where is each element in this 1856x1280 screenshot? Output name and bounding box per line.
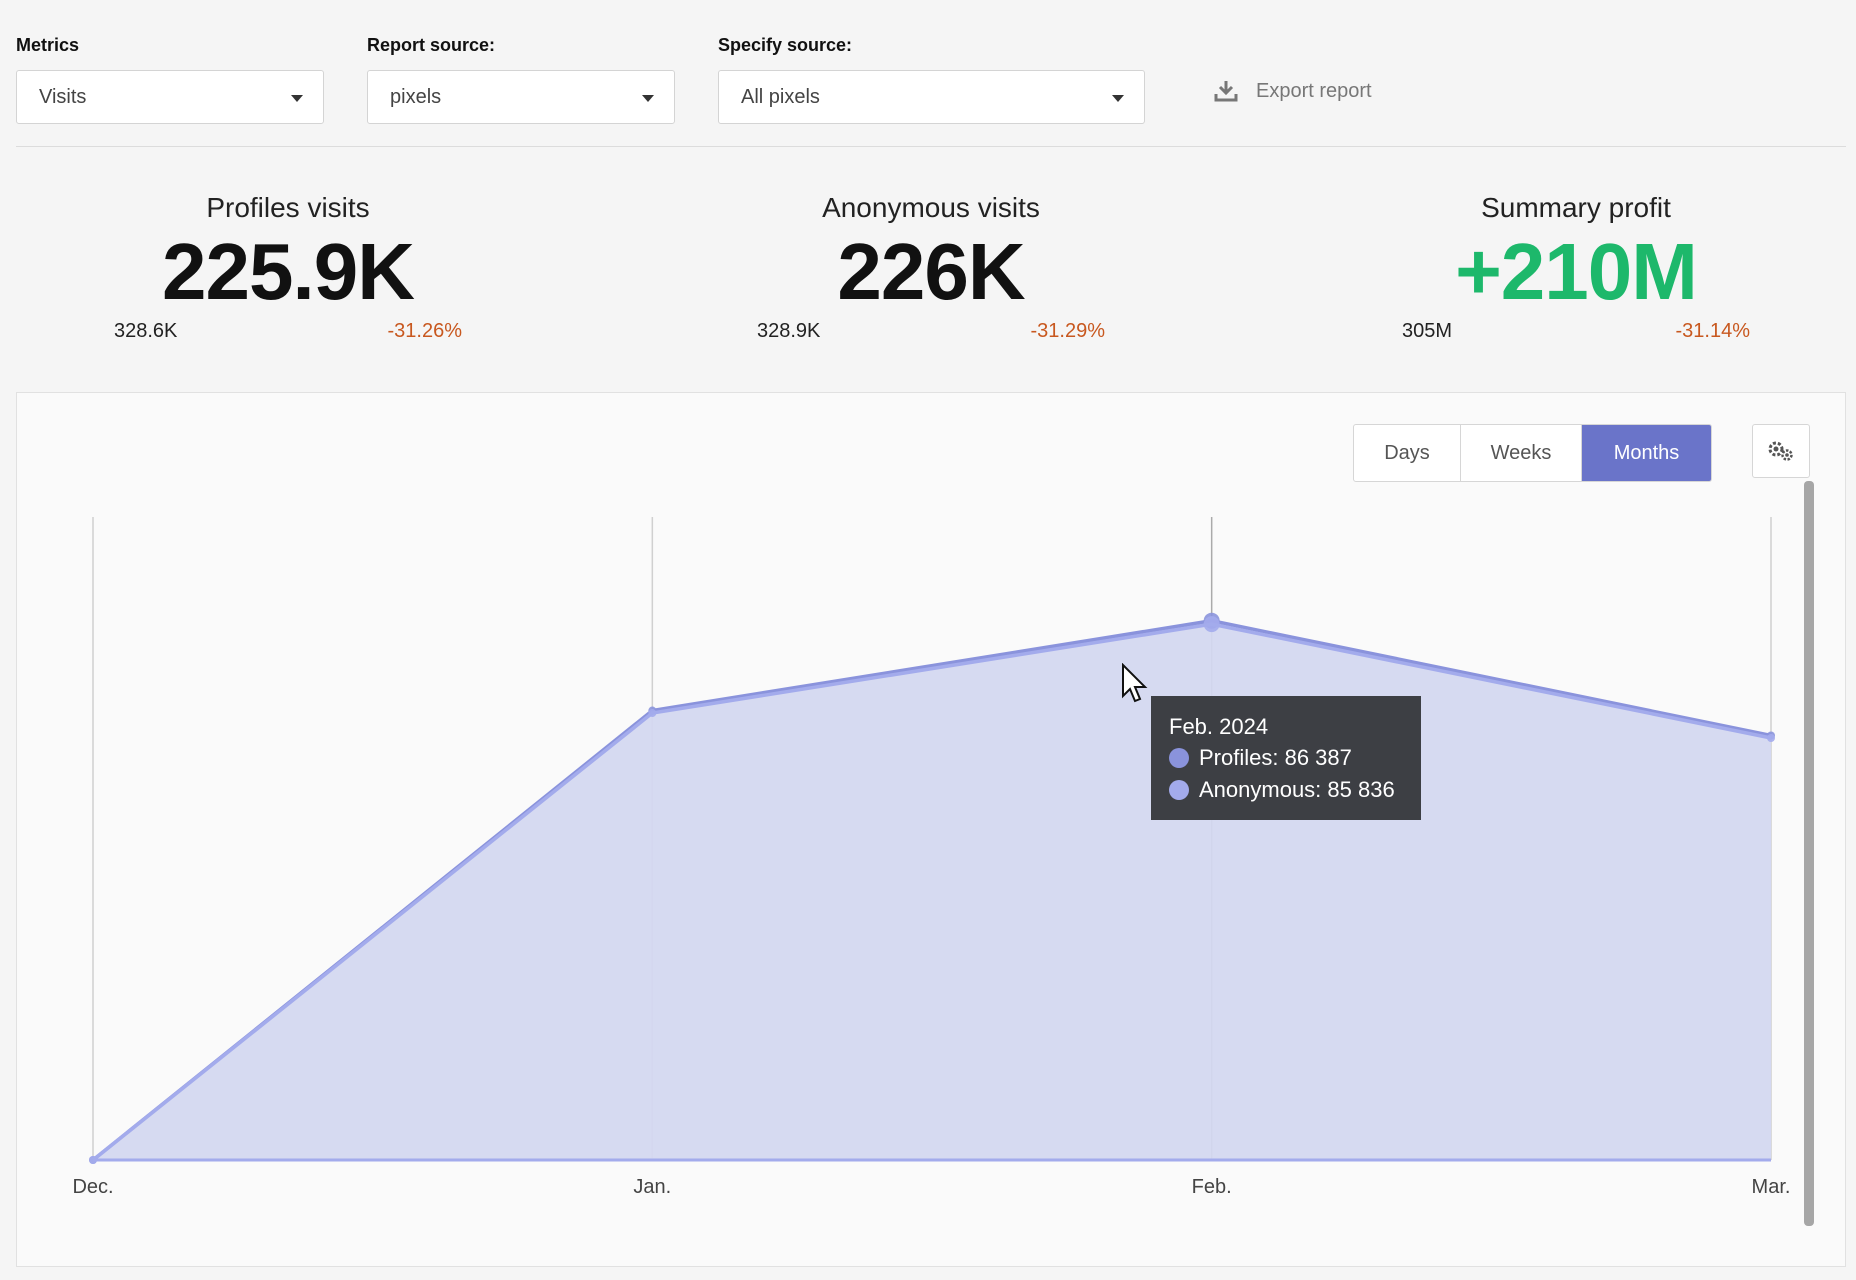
period-toggle: Days Weeks Months (1353, 424, 1712, 482)
kpi-title: Summary profit (1481, 192, 1671, 223)
tooltip-label: Profiles: 86 387 (1199, 745, 1352, 770)
gears-icon (1768, 441, 1793, 461)
series-line-anonymous (91, 622, 1772, 1162)
tooltip-row-profiles: Profiles: 86 387 (1169, 742, 1403, 774)
report-source-label: Report source: (367, 35, 496, 55)
mouse-pointer-icon (1122, 663, 1148, 703)
kpi-change-percent: -31.26% (387, 320, 463, 342)
metrics-select-value: Visits (39, 85, 87, 108)
caret-down-icon (291, 95, 303, 102)
chart-settings-button[interactable] (1752, 424, 1810, 478)
specify-source-select[interactable]: All pixels (718, 70, 1145, 124)
export-report-label: Export report (1256, 79, 1372, 102)
kpi-profiles-visits: Profiles visits 225.9K 328.6K -31.26% (58, 190, 518, 343)
kpi-change-percent: -31.14% (1675, 320, 1751, 342)
kpi-previous-value: 328.9K (757, 320, 821, 342)
kpi-summary-profit: Summary profit +210M 305M -31.14% (1346, 190, 1806, 343)
data-point (1203, 616, 1220, 633)
tooltip-dot (1169, 748, 1189, 768)
divider (16, 146, 1846, 147)
kpi-value: +210M (1455, 227, 1698, 316)
tooltip-dot (1169, 780, 1189, 800)
caret-down-icon (1112, 95, 1124, 102)
kpi-sub: 328.6K -31.26% (58, 320, 518, 343)
specify-source-select-value: All pixels (741, 85, 820, 108)
kpi-value: 225.9K (162, 227, 415, 316)
series-area-anonymous (93, 624, 1771, 1160)
data-point (1767, 733, 1775, 742)
kpi-title: Anonymous visits (822, 192, 1040, 223)
kpi-value: 226K (837, 227, 1025, 316)
export-report-button[interactable]: Export report (1214, 76, 1372, 106)
tooltip-row-anonymous: Anonymous: 85 836 (1169, 774, 1403, 806)
caret-down-icon (642, 95, 654, 102)
period-months-button[interactable]: Months (1582, 425, 1711, 481)
specify-source-label: Specify source: (718, 35, 853, 55)
period-weeks-button[interactable]: Weeks (1461, 425, 1582, 481)
metrics-label: Metrics (16, 35, 80, 55)
x-tick-label: Jan. (633, 1176, 671, 1198)
report-source-filter: Report source: pixels (367, 34, 675, 124)
filters-bar: Metrics Visits Report source: pixels Spe… (16, 34, 1846, 144)
x-tick-label: Mar. (1752, 1176, 1791, 1198)
specify-source-filter: Specify source: All pixels (718, 34, 1145, 124)
kpi-anonymous-visits: Anonymous visits 226K 328.9K -31.29% (701, 190, 1161, 343)
kpi-sub: 328.9K -31.29% (701, 320, 1161, 343)
x-tick-label: Feb. (1192, 1176, 1232, 1198)
report-source-select[interactable]: pixels (367, 70, 675, 124)
x-tick-label: Dec. (72, 1176, 113, 1198)
download-icon (1214, 81, 1238, 102)
report-source-select-value: pixels (390, 85, 442, 108)
kpi-previous-value: 305M (1402, 320, 1453, 342)
kpi-change-percent: -31.29% (1030, 320, 1106, 342)
kpi-previous-value: 328.6K (114, 320, 178, 342)
kpi-sub: 305M -31.14% (1346, 320, 1806, 343)
data-point (648, 709, 657, 718)
period-days-button[interactable]: Days (1354, 425, 1461, 481)
tooltip-label: Anonymous: 85 836 (1199, 777, 1395, 802)
metrics-select[interactable]: Visits (16, 70, 324, 124)
kpi-title: Profiles visits (206, 192, 370, 223)
metrics-filter: Metrics Visits (16, 34, 324, 124)
chart-tooltip: Feb. 2024 Profiles: 86 387 Anonymous: 85… (1151, 696, 1421, 820)
tooltip-title: Feb. 2024 (1169, 714, 1269, 739)
chart-scrollbar[interactable] (1804, 481, 1814, 1226)
